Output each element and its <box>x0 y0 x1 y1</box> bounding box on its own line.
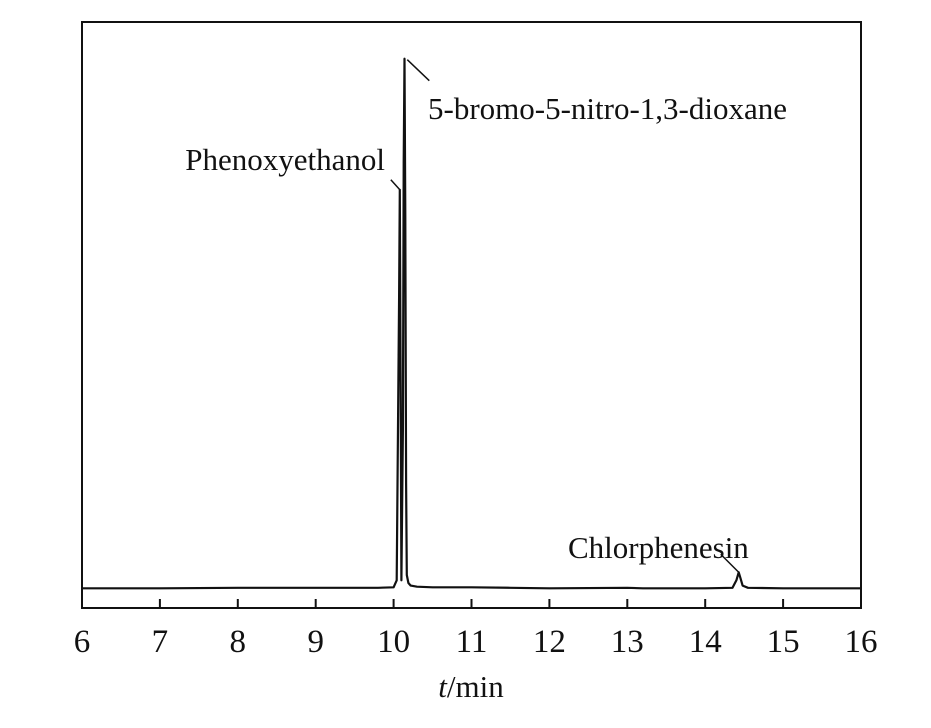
annotation-leader-2 <box>720 553 740 573</box>
x-axis-title-unit: /min <box>447 669 504 704</box>
x-tick-label-6: 6 <box>74 624 91 660</box>
x-tick-label-9: 9 <box>307 624 324 660</box>
x-tick-label-14: 14 <box>689 624 722 660</box>
series-layer <box>82 57 861 590</box>
x-tick-label-12: 12 <box>533 624 566 660</box>
annotation-label-2: Chlorphenesin <box>568 530 749 565</box>
annotation-label-1: Phenoxyethanol <box>185 142 385 177</box>
x-tick-label-16: 16 <box>845 624 878 660</box>
x-tick-label-15: 15 <box>767 624 800 660</box>
x-axis-title: t/min <box>438 669 504 704</box>
x-tick-label-8: 8 <box>230 624 247 660</box>
x-axis-ticks <box>81 599 862 608</box>
series-line-0 <box>82 57 861 590</box>
x-axis-title-italic: t <box>438 669 448 704</box>
x-tick-label-10: 10 <box>377 624 410 660</box>
annotation-leader-0 <box>406 59 430 82</box>
x-tick-label-11: 11 <box>456 624 488 660</box>
x-axis-tick-labels: 6 7 8 9 10 11 12 13 14 15 16 <box>74 624 878 660</box>
annotation-leader-1 <box>390 179 401 191</box>
annotations-layer: 5-bromo-5-nitro-1,3-dioxane Phenoxyethano… <box>185 59 787 573</box>
annotation-label-0: 5-bromo-5-nitro-1,3-dioxane <box>428 91 787 126</box>
x-tick-label-13: 13 <box>611 624 644 660</box>
x-tick-label-7: 7 <box>152 624 169 660</box>
